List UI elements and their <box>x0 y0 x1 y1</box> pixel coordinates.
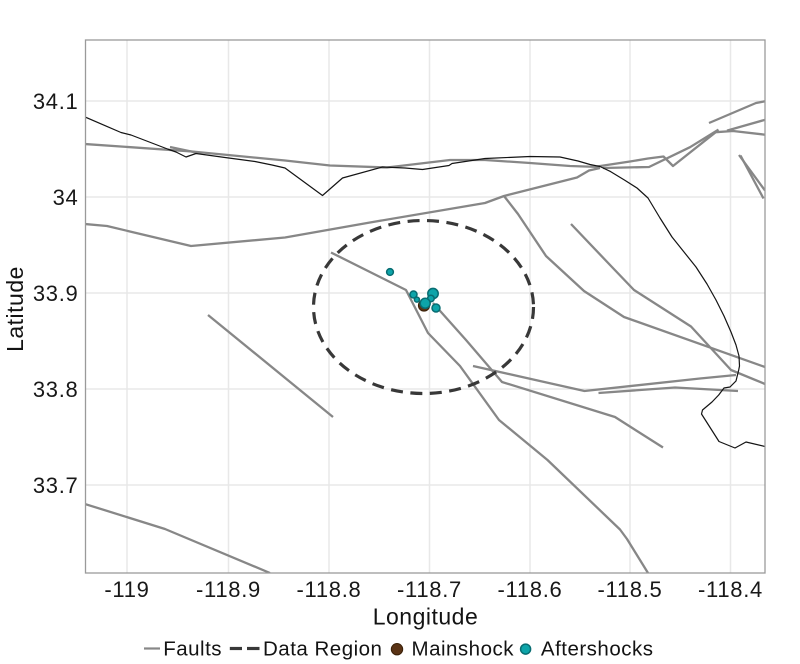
svg-text:34: 34 <box>53 185 79 210</box>
svg-text:Aftershocks: Aftershocks <box>541 638 654 661</box>
svg-text:-118.5: -118.5 <box>598 577 663 602</box>
svg-text:-119: -119 <box>104 577 149 602</box>
svg-text:34.1: 34.1 <box>33 89 79 114</box>
svg-text:33.7: 33.7 <box>33 473 79 498</box>
svg-text:-118.8: -118.8 <box>297 577 362 602</box>
svg-text:Longitude: Longitude <box>373 604 479 630</box>
svg-text:-118.6: -118.6 <box>498 577 563 602</box>
svg-text:33.8: 33.8 <box>33 377 79 402</box>
svg-text:Data Region: Data Region <box>263 638 382 661</box>
svg-text:-118.4: -118.4 <box>698 577 763 602</box>
svg-text:-118.9: -118.9 <box>196 577 261 602</box>
svg-text:-118.7: -118.7 <box>397 577 462 602</box>
svg-text:Latitude: Latitude <box>2 266 28 352</box>
svg-text:33.9: 33.9 <box>33 281 79 306</box>
svg-text:Faults: Faults <box>163 638 222 661</box>
svg-text:Mainshock: Mainshock <box>412 638 515 661</box>
